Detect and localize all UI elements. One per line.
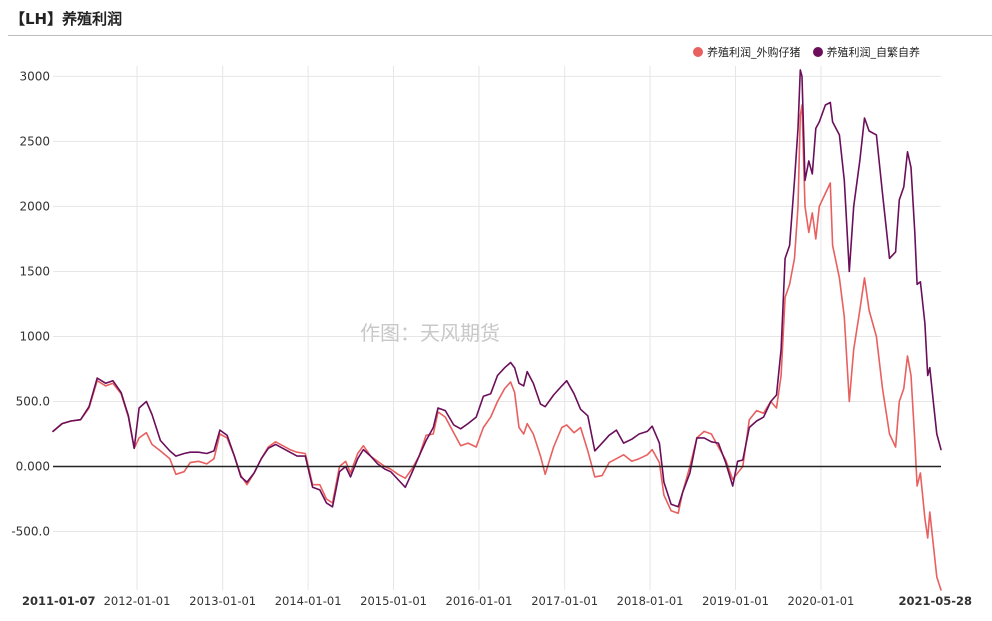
- legend-dot-purchased-piglet: [693, 47, 703, 57]
- series-line-purchased-piglet: [52, 104, 942, 591]
- y-tick-label: -500.0: [11, 524, 50, 538]
- legend-label-self-bred: 养殖利润_自繁自养: [826, 46, 921, 59]
- x-tick-label: 2015-01-01: [360, 594, 427, 608]
- x-tick-label: 2017-01-01: [531, 594, 598, 608]
- series-lines: [52, 69, 942, 591]
- x-tick-label: 2021-05-28: [898, 594, 972, 608]
- y-tick-label: 3000: [19, 69, 50, 83]
- legend-dot-self-bred: [812, 47, 823, 57]
- x-tick-label: 2014-01-01: [275, 594, 342, 608]
- legend-label-purchased-piglet: 养殖利润_外购仔猪: [707, 46, 801, 59]
- y-tick-label: 2000: [19, 199, 50, 213]
- x-tick-label: 2012-01-01: [104, 594, 171, 608]
- legend[interactable]: 养殖利润_外购仔猪 养殖利润_自繁自养: [681, 44, 920, 60]
- chart-title: 【LH】养殖利润: [10, 10, 123, 28]
- x-tick-label: 2018-01-01: [617, 594, 684, 608]
- y-tick-label: 500.0: [16, 394, 50, 408]
- x-tick-label: 2013-01-01: [189, 594, 256, 608]
- x-tick-label: 2019-01-01: [702, 594, 769, 608]
- series-line-self-bred: [52, 69, 942, 508]
- y-axis-ticks: 3000 2500 2000 1500 1000 500.0 0.000 -500.0: [11, 69, 50, 538]
- y-tick-label: 1500: [19, 264, 50, 278]
- watermark: 作图：天风期货: [360, 321, 500, 345]
- x-axis-ticks: 2011-01-07 2012-01-01 2013-01-01 2014-01-01…: [22, 594, 972, 608]
- title-divider: [8, 35, 992, 36]
- x-tick-label: 2011-01-07: [22, 594, 96, 608]
- y-tick-label: 0.000: [16, 459, 50, 473]
- y-tick-label: 1000: [19, 329, 50, 343]
- grid: [53, 66, 941, 590]
- legend-item-purchased-piglet[interactable]: 养殖利润_外购仔猪: [693, 44, 801, 60]
- y-tick-label: 2500: [19, 134, 50, 148]
- x-tick-label: 2020-01-01: [788, 594, 855, 608]
- legend-item-self-bred[interactable]: 养殖利润_自繁自养: [812, 44, 921, 60]
- x-tick-label: 2016-01-01: [446, 594, 513, 608]
